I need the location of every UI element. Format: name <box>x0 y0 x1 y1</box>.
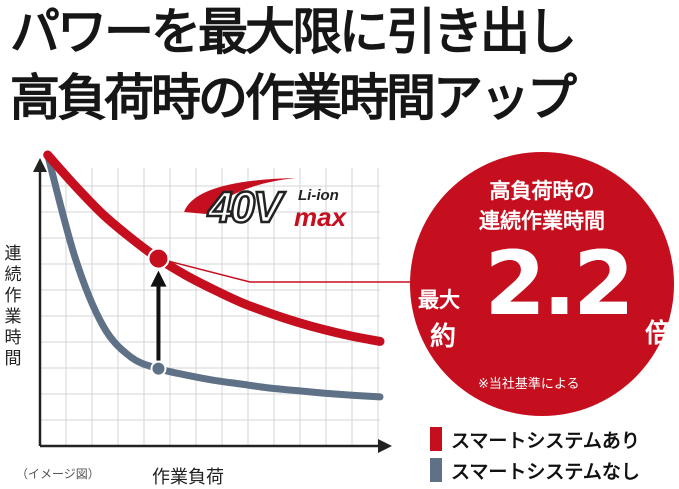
image-note: （イメージ図） <box>16 467 100 481</box>
legend-label: スマートシステムあり <box>451 429 640 452</box>
callout-suffix: 倍 <box>645 319 672 349</box>
chart-markers <box>147 247 418 377</box>
40v-max-logo: 40V Li-ion max <box>176 174 366 238</box>
marker-without-smart-system <box>150 360 167 377</box>
x-axis-label: 作業負荷 <box>152 467 224 488</box>
callout-value: 2.2 <box>484 232 635 335</box>
callout-circle <box>410 152 674 416</box>
logo-li-ion: Li-ion <box>298 187 339 204</box>
legend-swatch-gray <box>430 458 442 482</box>
callout-title-line-1: 高負荷時の <box>489 179 595 203</box>
marker-with-smart-system <box>147 247 170 270</box>
headline-line-1: パワーを最大限に引き出し <box>10 3 577 61</box>
logo-max: max <box>294 202 348 232</box>
improvement-arrow-head <box>150 270 167 287</box>
callout-title-line-2: 連続作業時間 <box>479 209 605 233</box>
legend-label: スマートシステムなし <box>451 460 640 483</box>
callout-prefix-approx: 約 <box>430 322 457 352</box>
series-line-without-smart-system <box>44 151 384 401</box>
legend-item-without-smart-system: スマートシステムなし <box>430 456 640 484</box>
logo-40v: 40V <box>207 183 286 232</box>
chart-axes <box>33 158 392 453</box>
headline-line-2: 高負荷時の作業時間アップ <box>10 69 577 127</box>
callout-footnote: ※当社基準による <box>478 377 580 392</box>
x-axis-arrow <box>378 439 392 453</box>
legend-swatch-red <box>430 427 442 451</box>
callout-prefix-max: 最大 <box>418 288 460 312</box>
callout-connector <box>158 257 418 283</box>
callout-title: 高負荷時の 連続作業時間 <box>430 176 654 236</box>
y-axis-arrow <box>33 158 47 172</box>
series-line-with-smart-system <box>43 150 385 346</box>
legend-item-with-smart-system: スマートシステムあり <box>430 425 640 453</box>
chart-lines <box>43 150 385 401</box>
y-axis-label: 連続作業時間 <box>4 244 22 369</box>
